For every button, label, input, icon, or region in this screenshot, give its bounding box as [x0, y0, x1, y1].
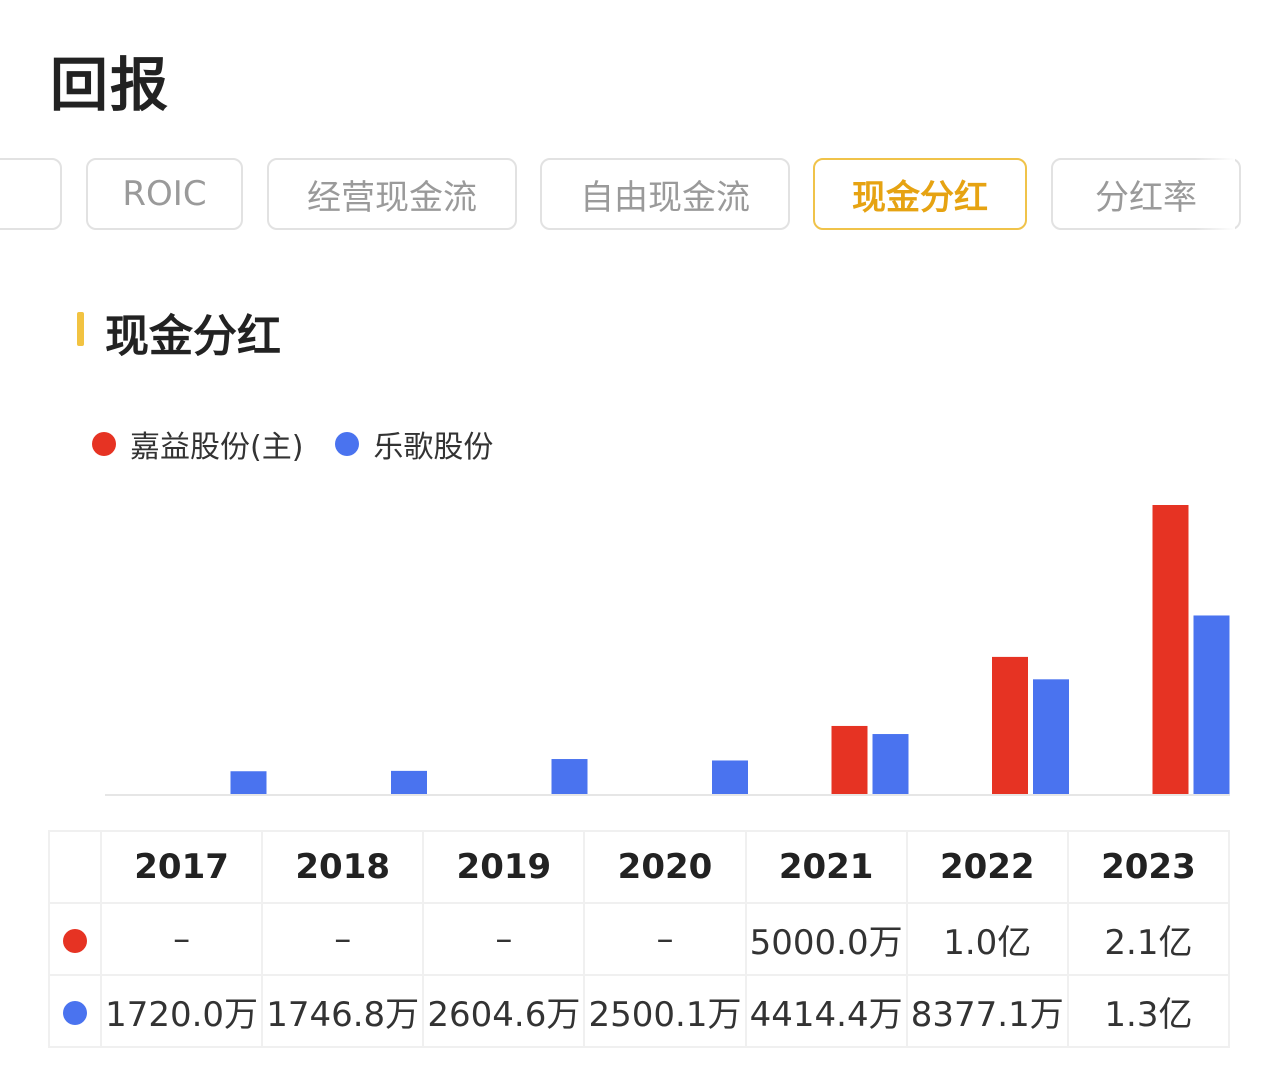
chart-legend: 嘉益股份(主) 乐歌股份: [92, 422, 525, 466]
tab-operating-cash-flow[interactable]: 经营现金流: [267, 158, 517, 230]
bar-series-0-2021[interactable]: [831, 725, 868, 795]
table-corner-cell: [48, 830, 102, 904]
table-row-marker: [48, 974, 102, 1048]
bar-series-1-2022[interactable]: [1033, 679, 1069, 795]
legend-label-series-a: 嘉益股份(主): [130, 430, 304, 465]
bar-series-1-2020[interactable]: [712, 760, 748, 795]
table-cell: 1746.8万: [261, 974, 425, 1048]
table-year-2019: 2019: [422, 830, 586, 904]
bar-series-1-2019[interactable]: [551, 759, 588, 795]
bar-series-1-2021[interactable]: [872, 734, 909, 795]
series-dot-icon: [63, 928, 87, 953]
table-year-2017: 2017: [99, 830, 264, 904]
chart-bars: [230, 505, 1230, 795]
table-header-row: 2017 2018 2019 2020 2021 2022 2023: [48, 830, 1231, 904]
table-cell: 1.3亿: [1066, 974, 1231, 1048]
table-cell: 5000.0万: [744, 902, 908, 976]
tab-bar: ROIC 经营现金流 自由现金流 现金分红 分红率: [0, 158, 1277, 230]
bar-chart: [105, 505, 1230, 796]
tab-roic[interactable]: ROIC: [86, 158, 243, 230]
section-accent-bar: [77, 312, 84, 346]
table-cell: –: [99, 902, 264, 976]
table-year-2022: 2022: [905, 830, 1069, 904]
tab-free-cash-flow[interactable]: 自由现金流: [540, 158, 790, 230]
table-year-2018: 2018: [261, 830, 425, 904]
table-year-2023: 2023: [1066, 830, 1231, 904]
page-title: 回报: [50, 51, 171, 119]
table-row: – – – –5000.0万 1.0亿 2.1亿: [48, 902, 1231, 976]
series-dot-icon: [63, 1000, 87, 1025]
table-cell: 2500.1万: [583, 974, 747, 1048]
table-cell: –: [422, 902, 586, 976]
legend-item-series-a[interactable]: 嘉益股份(主): [92, 422, 303, 466]
bar-series-0-2023[interactable]: [1152, 505, 1189, 795]
bar-series-1-2023[interactable]: [1193, 615, 1230, 795]
table-cell: 2.1亿: [1066, 902, 1231, 976]
section-title: 现金分红: [105, 311, 281, 362]
tab-cash-dividend[interactable]: 现金分红: [813, 158, 1027, 230]
tab-partial-left[interactable]: [0, 158, 62, 230]
data-table: 2017 2018 2019 2020 2021 2022 2023– – – –5000.0万 1…: [48, 830, 1231, 1048]
legend-dot-series-b: [335, 432, 360, 456]
bar-series-1-2018[interactable]: [391, 770, 427, 795]
table-cell: 1.0亿: [905, 902, 1069, 976]
tab-scroll-fade: [1195, 158, 1235, 230]
table-cell: –: [583, 902, 747, 976]
table-cell: 8377.1万: [905, 974, 1069, 1048]
table-cell: 2604.6万: [422, 974, 586, 1048]
legend-dot-series-a: [92, 432, 116, 456]
table-year-2021: 2021: [744, 830, 908, 904]
table-cell: –: [261, 902, 425, 976]
table-row: 1720.0万 1746.8万 2604.6万 2500.1万 4414.4万 8377.…: [48, 974, 1231, 1048]
table-cell: 4414.4万: [744, 974, 908, 1048]
bar-series-0-2022[interactable]: [992, 656, 1028, 795]
bar-series-1-2017[interactable]: [230, 771, 267, 795]
legend-item-series-b[interactable]: 乐歌股份: [335, 422, 493, 466]
table-row-marker: [48, 902, 102, 976]
legend-label-series-b: 乐歌股份: [373, 430, 494, 465]
table-year-2020: 2020: [583, 830, 747, 904]
table-cell: 1720.0万: [99, 974, 264, 1048]
